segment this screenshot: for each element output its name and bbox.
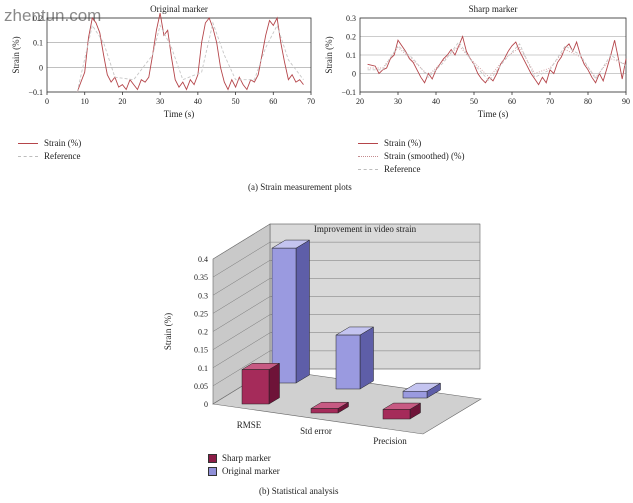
gridline	[212, 350, 480, 387]
y-tick-label: 0.1	[198, 364, 208, 373]
gridline	[212, 278, 480, 314]
category-label-rmse: RMSE	[237, 420, 262, 430]
legend-swatch-reference	[358, 169, 378, 171]
category-label-precision: Precision	[373, 436, 407, 446]
y-tick-label: 0	[204, 400, 208, 409]
y-tick-label: 0.4	[198, 255, 208, 264]
y-axis-label: Strain (%)	[11, 36, 21, 73]
series-line-strain-	[367, 35, 627, 86]
y-tick-label: 0	[352, 70, 356, 79]
legend-entry-sharp-marker: Sharp marker	[208, 453, 271, 464]
legend-entry-strain-original: Strain (%)	[18, 138, 81, 148]
x-axis-label: Time (s)	[478, 109, 508, 119]
legend-entry-smoothed-sharp: Strain (smoothed) (%)	[358, 151, 464, 161]
plot-frame	[359, 17, 627, 93]
legend-swatch-smoothed	[358, 156, 378, 158]
x-tick-label: 50	[232, 97, 240, 106]
y-tick-label: −0.1	[28, 88, 43, 97]
x-tick-label: 10	[81, 97, 89, 106]
chart-statistical-analysis: 0 0.05 0.1 0.15 0.2 0.25 0.3 0.35 0.4 Strain (%) I…	[163, 223, 482, 446]
x-tick-label: 50	[470, 97, 478, 106]
x-tick-label: 20	[356, 97, 364, 106]
chart-title: Sharp marker	[469, 4, 518, 14]
bar-sharp-std-error-front	[310, 408, 339, 414]
y-axis-label: Strain (%)	[324, 36, 334, 73]
y-tick-label: 0.2	[346, 33, 356, 42]
legend-swatch-original	[208, 467, 217, 477]
gridline	[212, 241, 480, 278]
y-tick-label: −0.1	[341, 88, 356, 97]
x-tick-label: 90	[622, 97, 630, 106]
x-tick-label: 40	[194, 97, 202, 106]
x-tick-label: 60	[508, 97, 516, 106]
plot-frame	[46, 17, 312, 93]
y-tick-label: 0.2	[33, 14, 43, 23]
category-label-std-error: Std error	[300, 426, 332, 436]
y-tick-label: 0.25	[194, 309, 208, 318]
gridline	[212, 332, 480, 368]
legend-label: Strain (%)	[44, 138, 82, 148]
x-tick-label: 40	[432, 97, 440, 106]
chart-title: Improvement in video strain	[314, 224, 417, 234]
y-tick-label: 0.3	[198, 291, 208, 300]
y-tick-label: 0.35	[194, 273, 208, 282]
gridline	[212, 260, 480, 296]
x-axis-label: Time (s)	[164, 109, 194, 119]
bar-original-std-error-side	[359, 326, 374, 390]
legend-label: Original marker	[222, 466, 280, 476]
bar-original-rmse-front	[271, 247, 297, 384]
chart-title: Original marker	[150, 4, 208, 14]
legend-entry-strain-sharp: Strain (%)	[358, 138, 421, 148]
chart-sharp-marker: −0.1 0 0.1 0.2 0.3 20 30 40 50 60 70 80 90 Sharp mark…	[324, 4, 630, 119]
y-tick-label: 0.05	[194, 382, 208, 391]
legend-label: Strain (smoothed) (%)	[384, 151, 465, 161]
y-tick-label: 0.1	[346, 51, 356, 60]
legend-swatch-sharp	[208, 454, 217, 464]
gridline	[212, 296, 480, 332]
y-axis-label: Strain (%)	[163, 313, 173, 350]
caption-b: (b) Statistical analysis	[259, 486, 339, 496]
legend-label: Strain (%)	[384, 138, 422, 148]
watermark: zhentun.com	[4, 6, 102, 25]
x-tick-label: 60	[269, 97, 277, 106]
x-tick-label: 30	[394, 97, 402, 106]
series-line-reference	[367, 41, 627, 82]
caption-a: (a) Strain measurement plots	[248, 182, 352, 192]
bar-sharp-rmse-side	[268, 362, 280, 405]
legend-entry-reference-sharp: Reference	[358, 164, 420, 174]
legend-label: Reference	[44, 151, 81, 161]
y-tick-label: 0.3	[346, 14, 356, 23]
legend-label: Sharp marker	[222, 453, 271, 463]
legend-label: Reference	[384, 164, 421, 174]
legend-swatch-reference	[18, 156, 38, 158]
y-tick-label: 0.1	[33, 39, 43, 48]
x-tick-label: 20	[118, 97, 126, 106]
y-tick-label: 0.15	[194, 346, 208, 355]
legend-entry-reference-original: Reference	[18, 151, 80, 161]
gridline	[212, 223, 480, 260]
y-tick-label: 0	[39, 63, 43, 72]
bar-sharp-precision-front	[382, 409, 411, 420]
legend-entry-original-marker: Original marker	[208, 466, 280, 477]
bar-original-rmse-side	[295, 239, 310, 384]
gridline	[212, 314, 480, 350]
x-tick-label: 70	[307, 97, 315, 106]
y-tick-label: 0.2	[198, 328, 208, 337]
x-tick-label: 30	[156, 97, 164, 106]
series-line-strain-	[76, 13, 304, 93]
bar-original-std-error-front	[335, 334, 361, 390]
legend-swatch-strain	[18, 143, 38, 145]
bar-original-precision-front	[402, 391, 428, 399]
x-tick-label: 70	[546, 97, 554, 106]
legend-swatch-strain	[358, 143, 378, 145]
x-tick-label: 80	[584, 97, 592, 106]
x-tick-label: 0	[45, 97, 49, 106]
bar-sharp-rmse-front	[241, 369, 270, 405]
